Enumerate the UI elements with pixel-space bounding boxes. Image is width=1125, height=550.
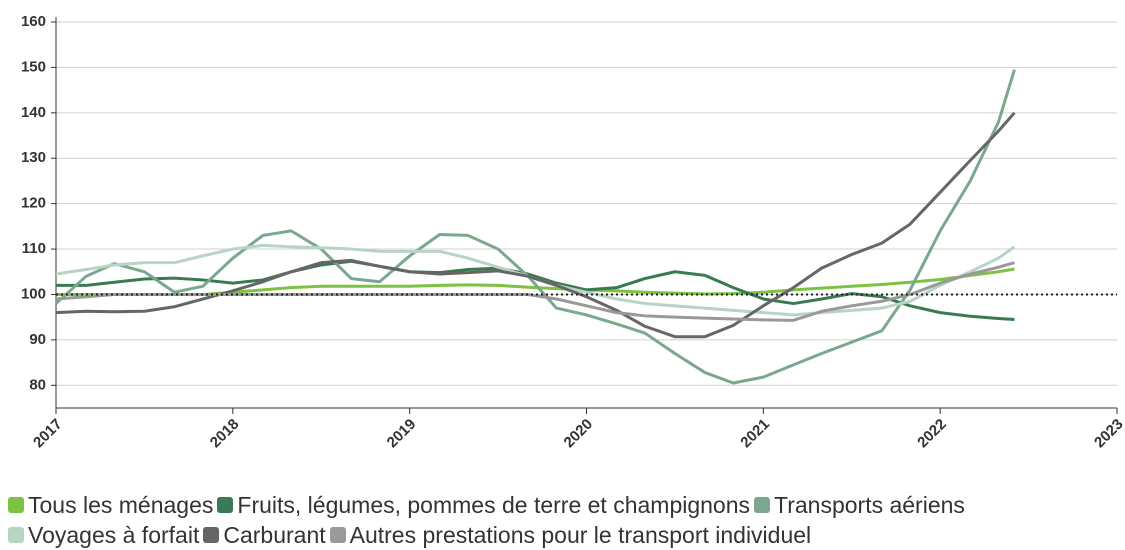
chart: 80 90 100 110 120 130 140 150 160 2017 2018 2019 202… (21, 13, 1125, 452)
y-tick-label: 100 (21, 285, 46, 302)
legend-swatch (8, 527, 24, 543)
legend: Tous les ménages Fruits, légumes, pommes … (8, 490, 1118, 550)
legend-swatch (203, 527, 220, 543)
x-tick-label: 2018 (207, 416, 243, 452)
x-tick-label: 2021 (737, 416, 773, 452)
y-tick-label: 160 (21, 13, 46, 30)
legend-label: Tous les ménages (28, 492, 214, 518)
legend-label: Fruits, légumes, pommes de terre et cham… (237, 492, 751, 518)
legend-item: Carburant (203, 520, 326, 550)
legend-item: Autres prestations pour le transport ind… (329, 520, 812, 550)
legend-label: Voyages à forfait (28, 522, 200, 548)
series-line (54, 69, 1016, 385)
legend-swatch (8, 497, 24, 513)
legend-label: Transports aériens (774, 492, 965, 518)
legend-swatch (329, 527, 346, 543)
legend-item: Transports aériens (754, 490, 965, 520)
x-tick-label: 2017 (30, 416, 66, 452)
series-line (55, 261, 1015, 322)
y-tick-label: 140 (21, 104, 46, 121)
legend-item: Tous les ménages (8, 490, 213, 520)
x-tick-label: 2022 (914, 416, 950, 452)
y-tick-label: 150 (21, 58, 46, 75)
y-tick-label: 80 (29, 376, 46, 393)
y-tick-label: 120 (21, 195, 46, 212)
x-tick-label: 2020 (561, 416, 597, 452)
legend-swatch (217, 497, 234, 513)
y-tick-label: 110 (22, 240, 46, 257)
x-tick-label: 2023 (1091, 416, 1125, 452)
series-line (56, 267, 1015, 296)
series-line (56, 259, 1015, 321)
y-tick-label: 90 (29, 331, 46, 348)
legend-item: Fruits, légumes, pommes de terre et cham… (217, 490, 750, 520)
legend-label: Carburant (223, 522, 326, 548)
y-tick-label: 130 (21, 149, 46, 166)
legend-swatch (754, 497, 771, 513)
x-tick-label: 2019 (384, 416, 420, 452)
legend-item: Voyages à forfait (8, 520, 199, 550)
legend-label: Autres prestations pour le transport ind… (349, 522, 812, 548)
